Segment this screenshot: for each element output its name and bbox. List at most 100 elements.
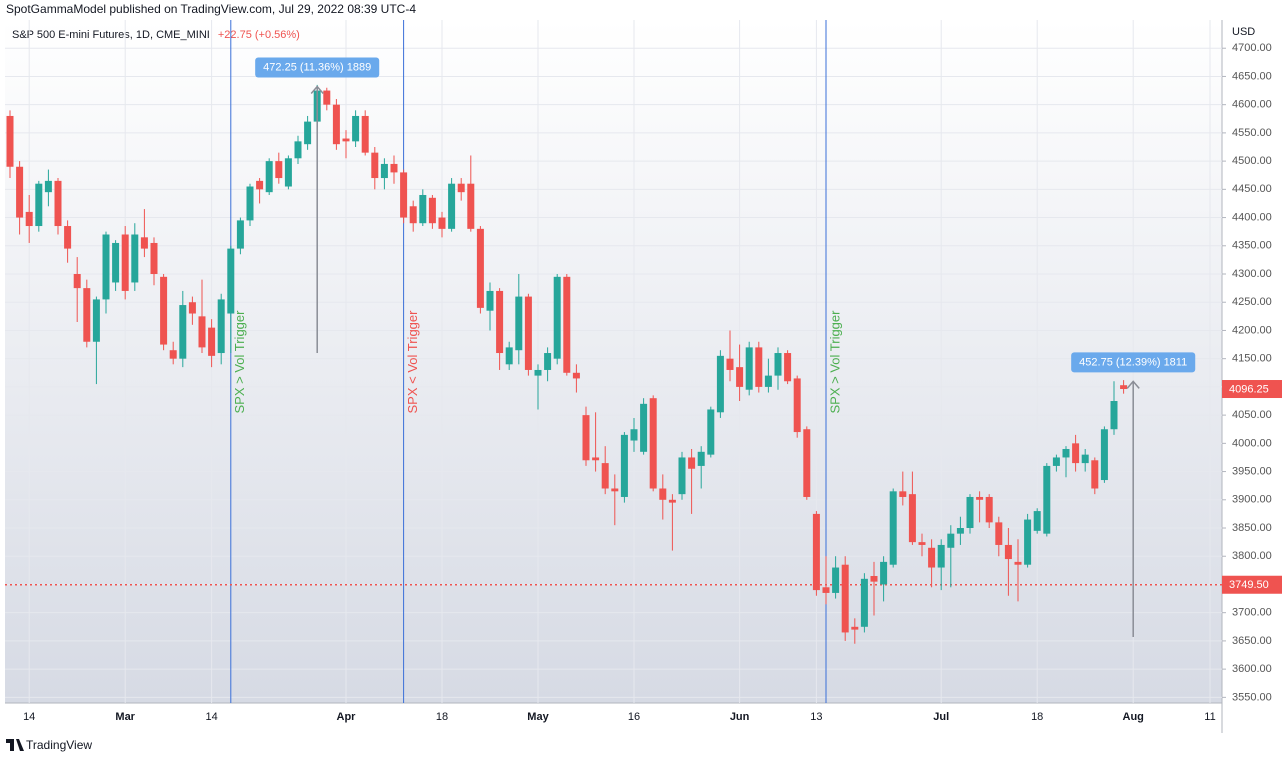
x-tick-label: 14 <box>205 711 217 723</box>
candle-body <box>371 152 379 179</box>
y-tick-label: 4300.00 <box>1232 268 1272 280</box>
candle-body <box>467 183 475 229</box>
candle-body <box>620 434 628 497</box>
candle-body <box>956 528 964 534</box>
candle-body <box>918 542 926 545</box>
candle-body <box>131 234 139 283</box>
candle-body <box>1062 448 1070 458</box>
candle-body <box>150 242 158 275</box>
candle-body <box>563 276 571 373</box>
y-tick-label: 4200.00 <box>1232 324 1272 336</box>
price-badge-label: 4096.25 <box>1229 383 1269 395</box>
candle-body <box>505 347 513 365</box>
candle-body <box>889 491 897 565</box>
candle-body <box>812 513 820 591</box>
candle-body <box>496 290 504 354</box>
candle-body <box>640 403 648 452</box>
candle-body <box>716 355 724 413</box>
brand: TradingView <box>26 738 92 752</box>
candle-body <box>678 457 686 495</box>
price-change: +22.75 (+0.56%) <box>218 29 300 41</box>
candle-body <box>985 496 993 523</box>
candle-body <box>764 375 772 387</box>
candle-body <box>803 429 811 497</box>
candle-body <box>668 499 676 503</box>
candle-body <box>476 228 484 308</box>
candle-body <box>582 415 590 461</box>
candle-body <box>323 90 331 105</box>
candle-body <box>92 299 100 342</box>
candle-body <box>1081 454 1089 464</box>
candle-body <box>1052 457 1060 466</box>
x-tick-label: 18 <box>1031 711 1043 723</box>
candle-body <box>83 288 91 342</box>
currency: USD <box>1232 26 1255 38</box>
candle-body <box>332 104 340 145</box>
y-tick-label: 4500.00 <box>1232 155 1272 167</box>
candle-body <box>659 488 667 500</box>
candle-body <box>515 296 523 351</box>
candle-body <box>400 172 408 218</box>
plot-background <box>5 20 1222 703</box>
candle-body <box>880 561 888 585</box>
trigger-label: SPX > Vol Trigger <box>232 310 247 414</box>
measure-text: 472.25 (11.36%) 1889 <box>263 61 371 73</box>
x-tick-label: Aug <box>1123 711 1144 723</box>
candle-body <box>275 161 283 179</box>
x-tick-label: 13 <box>810 711 822 723</box>
candle-body <box>64 226 72 249</box>
y-tick-label: 3950.00 <box>1232 465 1272 477</box>
candle-body <box>1072 443 1080 464</box>
price-badge <box>1222 380 1282 399</box>
y-tick-label: 4050.00 <box>1232 409 1272 421</box>
x-tick-label: 18 <box>436 711 448 723</box>
y-tick-label: 4600.00 <box>1232 99 1272 111</box>
candle-body <box>265 161 273 193</box>
candle-body <box>601 463 609 489</box>
candle-body <box>294 141 302 159</box>
x-tick-label: 11 <box>1204 711 1215 723</box>
candle-body <box>745 347 753 390</box>
y-tick-label: 3700.00 <box>1232 607 1272 619</box>
candle-body <box>140 237 148 249</box>
candle-body <box>611 488 619 492</box>
candle-body <box>908 494 916 543</box>
candle-body <box>697 451 705 466</box>
candle-body <box>928 547 936 568</box>
measure-text: 452.75 (12.39%) 1811 <box>1079 356 1187 368</box>
candle-body <box>572 372 580 379</box>
candle-body <box>409 206 417 224</box>
symbol-legend: S&P 500 E-mini Futures, 1D, CME_MINI <box>12 29 210 41</box>
candle-body <box>160 276 168 345</box>
candle-body <box>35 183 43 227</box>
x-tick-label: May <box>527 711 549 723</box>
candle-body <box>524 296 532 370</box>
y-tick-label: 3600.00 <box>1232 663 1272 675</box>
candle-body <box>851 626 859 630</box>
measure-arrow <box>310 85 324 94</box>
x-tick-label: Mar <box>115 711 135 723</box>
candle-body <box>860 578 868 627</box>
candle-body <box>1120 385 1128 390</box>
candle-body <box>841 564 849 633</box>
candle-body <box>995 522 1003 545</box>
candle-body <box>784 353 792 382</box>
candle-body <box>976 496 984 500</box>
candle-body <box>486 290 494 311</box>
candle-body <box>1014 561 1022 565</box>
y-tick-label: 3550.00 <box>1232 691 1272 703</box>
candle-body <box>428 197 436 224</box>
y-tick-label: 3800.00 <box>1232 550 1272 562</box>
candle-body <box>457 183 465 193</box>
candle-body <box>217 299 225 354</box>
candle-body <box>256 180 264 190</box>
price-badge-label: 3749.50 <box>1229 579 1269 591</box>
candle-body <box>380 163 388 179</box>
candle-body <box>544 353 552 370</box>
x-tick-label: 16 <box>628 711 640 723</box>
candle-body <box>112 242 120 283</box>
y-tick-label: 4000.00 <box>1232 437 1272 449</box>
candle-body <box>121 234 129 291</box>
